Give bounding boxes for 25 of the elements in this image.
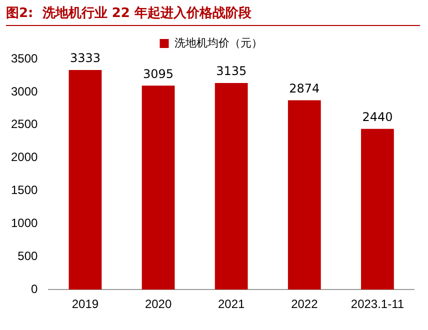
y-tick-label: 1500 (10, 183, 38, 198)
data-label: 3095 (143, 66, 174, 81)
bar (142, 86, 175, 290)
bar (214, 83, 248, 290)
x-tick-label: 2022 (291, 297, 318, 312)
y-tick-label: 3000 (10, 84, 38, 98)
data-label: 2874 (289, 81, 320, 96)
data-label: 3135 (216, 64, 247, 78)
y-tick-label: 1000 (10, 216, 38, 230)
legend-label: 洗地机均价（元） (174, 36, 262, 50)
x-tick-label: 2020 (144, 297, 172, 312)
y-tick-label: 2500 (10, 117, 38, 132)
data-label: 3333 (70, 51, 100, 66)
y-tick-label: 3500 (10, 51, 38, 66)
x-tick-label: 2019 (72, 297, 99, 312)
y-tick-label: 2000 (10, 150, 38, 164)
bar (68, 70, 102, 290)
x-tick-label: 2023.1-11 (350, 297, 404, 312)
y-tick-label: 500 (18, 248, 38, 263)
data-label: 2440 (362, 110, 393, 124)
chart-title: 图2: 洗地机行业 22 年起进入价格战阶段 (6, 4, 420, 26)
bar (361, 128, 394, 290)
x-tick-label: 2021 (218, 297, 246, 312)
y-tick-label: 0 (31, 282, 38, 296)
bar (288, 100, 321, 290)
